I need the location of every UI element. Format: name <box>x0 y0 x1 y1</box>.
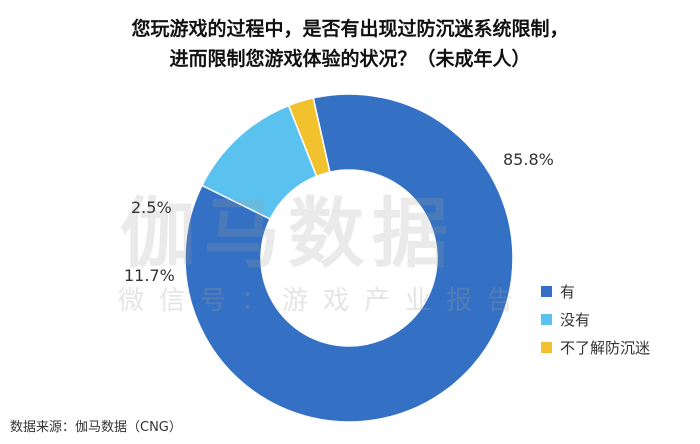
legend-swatch-unknown <box>541 341 552 353</box>
legend-swatch-yes <box>541 285 552 297</box>
legend-label-unknown: 不了解防沉迷 <box>560 338 651 357</box>
chart-title-line-2: 进而限制您游戏体验的状况？（未成年人） <box>169 48 531 70</box>
legend-swatch-no <box>541 313 552 325</box>
data-label-yes: 85.8% <box>503 150 554 169</box>
watermark-sub: 微信号：游戏产业报告 <box>118 286 529 316</box>
chart-title-line-1: 您玩游戏的过程中，是否有出现过防沉迷系统限制， <box>131 18 569 40</box>
chart-title: 您玩游戏的过程中，是否有出现过防沉迷系统限制， 进而限制您游戏体验的状况？（未成… <box>0 14 700 74</box>
legend-item-no: 没有 <box>541 305 650 333</box>
legend-label-no: 没有 <box>560 310 591 329</box>
watermark-main: 伽马数据 <box>120 189 456 278</box>
legend-label-yes: 有 <box>560 282 576 301</box>
donut-slice-yes <box>184 93 514 423</box>
donut-slice-unknown <box>287 97 331 178</box>
legend: 有 没有 不了解防沉迷 <box>541 277 650 361</box>
legend-item-unknown: 不了解防沉迷 <box>541 333 650 361</box>
data-label-no: 11.7% <box>124 266 175 285</box>
data-source: 数据来源：伽马数据（CNG） <box>10 420 182 435</box>
data-label-unknown: 2.5% <box>131 198 172 217</box>
legend-item-yes: 有 <box>541 277 650 305</box>
